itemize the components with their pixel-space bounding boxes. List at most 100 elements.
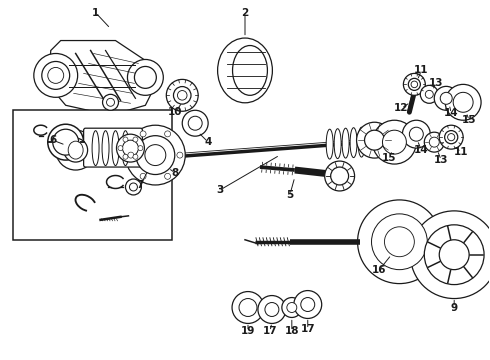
Text: 9: 9 [451,302,458,312]
Circle shape [123,137,128,142]
Circle shape [42,62,70,89]
Circle shape [106,98,115,106]
Text: 6: 6 [49,135,56,145]
Circle shape [125,125,185,185]
Circle shape [371,214,427,270]
Circle shape [287,302,297,312]
Circle shape [434,86,458,110]
Text: 2: 2 [242,8,248,18]
Circle shape [385,227,415,257]
Circle shape [173,86,191,104]
Circle shape [56,130,96,170]
Ellipse shape [112,131,119,166]
Circle shape [403,73,425,95]
Circle shape [239,298,257,316]
Circle shape [420,85,438,103]
Circle shape [439,125,463,149]
Circle shape [129,183,137,191]
Text: 13: 13 [434,155,448,165]
Circle shape [125,179,142,195]
Circle shape [301,298,315,311]
Circle shape [383,130,406,154]
Circle shape [53,129,78,155]
Text: 14: 14 [444,108,459,118]
Circle shape [133,154,138,159]
Text: 16: 16 [372,265,387,275]
Circle shape [232,292,264,323]
Circle shape [294,291,322,319]
Text: 17: 17 [263,327,277,336]
Text: 17: 17 [300,324,315,334]
Text: 4: 4 [204,137,212,147]
Circle shape [445,84,481,120]
Text: 15: 15 [462,115,476,125]
Circle shape [117,134,145,162]
Bar [13,110,172,240]
Ellipse shape [366,127,373,157]
Circle shape [136,136,175,175]
Circle shape [429,137,439,147]
Polygon shape [49,41,155,115]
Text: 1: 1 [92,8,99,18]
Text: 14: 14 [414,145,429,155]
Ellipse shape [350,128,357,158]
Circle shape [140,131,146,137]
Text: 12: 12 [394,103,409,113]
Circle shape [177,152,183,158]
Circle shape [410,211,490,298]
Text: 3: 3 [217,185,224,195]
Circle shape [138,146,143,150]
Text: 5: 5 [286,190,294,200]
Circle shape [127,59,163,95]
Circle shape [48,124,84,160]
Text: 13: 13 [429,78,443,88]
Circle shape [358,200,441,284]
Ellipse shape [102,131,109,166]
Circle shape [331,167,348,185]
Circle shape [48,67,64,84]
Circle shape [409,127,423,141]
Circle shape [448,134,455,141]
Circle shape [166,80,198,111]
Circle shape [133,137,138,142]
Ellipse shape [326,129,333,159]
Text: 8: 8 [172,168,179,178]
Text: 15: 15 [382,153,397,163]
Circle shape [440,92,452,104]
Text: 10: 10 [168,107,182,117]
Circle shape [134,67,156,88]
Circle shape [122,140,138,156]
Ellipse shape [342,128,349,158]
Circle shape [372,120,416,164]
Circle shape [439,240,469,270]
Circle shape [408,78,420,90]
Ellipse shape [334,129,341,159]
Text: 19: 19 [241,327,255,336]
Circle shape [182,110,208,136]
Circle shape [188,116,202,130]
Circle shape [325,161,355,191]
Ellipse shape [122,131,129,166]
Circle shape [365,130,385,150]
FancyBboxPatch shape [84,128,143,167]
Circle shape [411,81,417,87]
Circle shape [177,91,187,100]
Circle shape [453,92,473,112]
Circle shape [118,146,123,150]
Circle shape [145,145,166,166]
Text: 11: 11 [454,147,468,157]
Text: 11: 11 [414,66,429,76]
Ellipse shape [233,45,268,95]
Circle shape [424,225,484,285]
Circle shape [102,94,119,110]
Circle shape [424,132,444,152]
Circle shape [165,173,171,179]
Circle shape [258,296,286,323]
Circle shape [282,298,302,318]
Ellipse shape [358,127,365,157]
Circle shape [123,154,128,159]
Circle shape [165,131,171,137]
Circle shape [265,302,279,316]
Circle shape [425,90,433,98]
Text: 7: 7 [137,180,144,190]
